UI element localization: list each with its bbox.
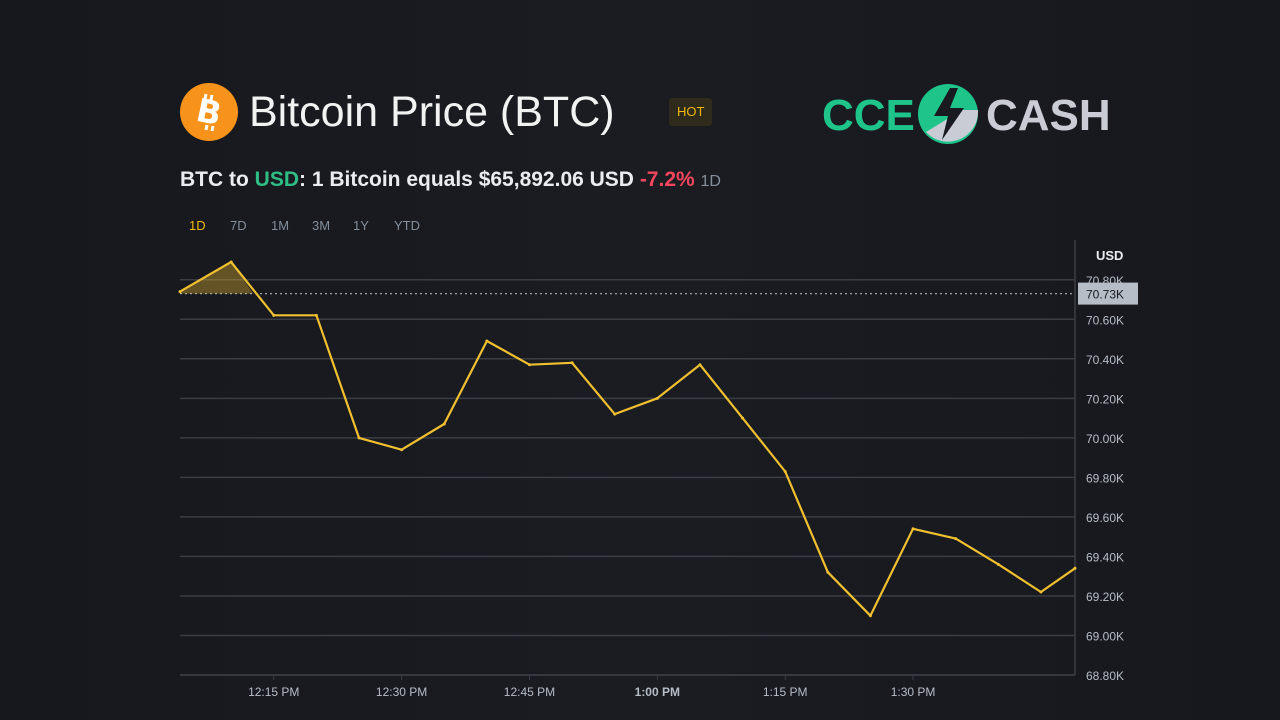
- x-axis: 12:15 PM 12:30 PM 12:45 PM 1:00 PM 1:15 PM 1:…: [180, 674, 1075, 699]
- y-axis-label: USD: [1096, 248, 1123, 263]
- price-point: [400, 448, 404, 452]
- change-period: 1D: [700, 173, 721, 190]
- price-area-fill: [180, 261, 254, 294]
- current-price-tag: 70.73K: [1078, 282, 1138, 305]
- price-point: [1073, 566, 1077, 570]
- chart-grid: [180, 279, 1075, 676]
- x-tick-label: 1:30 PM: [891, 685, 936, 699]
- y-tick-label: 69.40K: [1086, 550, 1124, 564]
- price-point: [178, 290, 182, 294]
- price-point: [229, 260, 233, 264]
- price-summary-prefix: BTC to: [180, 168, 255, 191]
- price-point: [314, 313, 318, 317]
- price-point: [527, 363, 531, 367]
- price-change: -7.2%: [639, 168, 695, 191]
- price-point: [698, 363, 702, 367]
- price-series-line: [179, 260, 1076, 617]
- price-point: [485, 339, 489, 343]
- current-price-tag-label: 70.73K: [1086, 288, 1124, 302]
- range-tab-ytd[interactable]: YTD: [394, 218, 420, 233]
- y-tick-label: 68.80K: [1086, 669, 1124, 683]
- bitcoin-icon: B: [180, 83, 238, 141]
- x-tick-label: 1:15 PM: [763, 685, 808, 699]
- x-tick-label: 1:00 PM: [635, 685, 680, 699]
- price-point: [911, 527, 915, 531]
- price-summary: BTC to USD: 1 Bitcoin equals $65,892.06 …: [180, 166, 721, 196]
- x-tick-label: 12:15 PM: [248, 685, 299, 699]
- y-tick-label: 69.60K: [1086, 511, 1124, 525]
- range-tab-3m[interactable]: 3M: [312, 218, 331, 233]
- y-tick-label: 70.60K: [1086, 313, 1124, 327]
- y-tick-label: 70.40K: [1086, 353, 1124, 367]
- price-point: [996, 562, 1000, 566]
- price-point: [868, 614, 872, 618]
- current-price-tag-bg: [1078, 282, 1138, 305]
- page-title: Bitcoin Price (BTC): [249, 88, 615, 136]
- y-axis: USD 68.80K 69.00K 69.20K 69.40K 69.60K 69.80K…: [1074, 240, 1124, 683]
- y-tick-label: 70.00K: [1086, 432, 1124, 446]
- price-chart: USD 68.80K 69.00K 69.20K 69.40K 69.60K 69.80K…: [178, 240, 1138, 699]
- price-point: [570, 361, 574, 365]
- time-range-tabs: 1D 7D 1M 3M 1Y YTD: [180, 216, 426, 236]
- price-point: [613, 412, 617, 416]
- y-tick-label: 69.20K: [1086, 590, 1124, 604]
- price-point: [655, 396, 659, 400]
- lightning-badge-icon: [918, 84, 979, 144]
- price-point: [272, 313, 276, 317]
- price-point: [954, 537, 958, 541]
- y-tick-label: 69.80K: [1086, 471, 1124, 485]
- quote-currency: USD: [254, 168, 299, 191]
- range-tab-7d[interactable]: 7D: [230, 218, 247, 233]
- price-summary-middle: : 1 Bitcoin equals $65,892.06 USD: [299, 168, 640, 191]
- price-point: [741, 416, 745, 420]
- range-tab-1m[interactable]: 1M: [271, 218, 290, 233]
- y-tick-label: 69.00K: [1086, 629, 1124, 643]
- y-tick-label: 70.20K: [1086, 392, 1124, 406]
- price-point: [1039, 590, 1043, 594]
- price-point: [783, 469, 787, 473]
- hot-badge: HOT: [669, 98, 713, 126]
- brand-left-text: CCE: [822, 91, 915, 140]
- price-point: [826, 570, 830, 574]
- x-tick-label: 12:45 PM: [504, 685, 555, 699]
- cce-cash-logo: CCE CASH: [822, 84, 1111, 144]
- x-tick-label: 12:30 PM: [376, 685, 427, 699]
- range-tab-1y[interactable]: 1Y: [353, 218, 369, 233]
- range-tab-1d[interactable]: 1D: [189, 218, 206, 233]
- brand-right-text: CASH: [986, 91, 1111, 140]
- price-points: [178, 260, 1077, 618]
- price-point: [357, 436, 361, 440]
- price-point: [442, 422, 446, 426]
